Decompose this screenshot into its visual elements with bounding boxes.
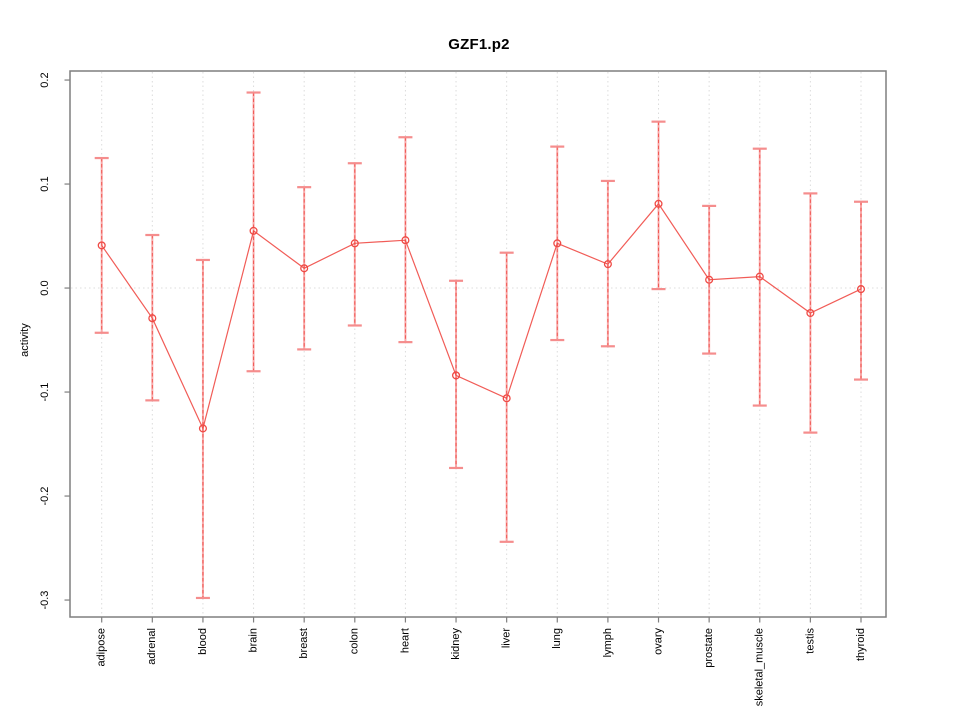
x-tick-label: prostate	[703, 628, 715, 668]
x-tick-label: breast	[298, 628, 310, 659]
x-tick-label: lymph	[602, 628, 614, 657]
x-tick-label: brain	[247, 628, 259, 652]
data-point-skeletal_muscle	[755, 272, 764, 281]
chart-title: GZF1.p2	[448, 36, 510, 53]
data-point-colon	[350, 239, 359, 248]
x-tick-label: adrenal	[146, 628, 158, 665]
x-tick-label: colon	[349, 628, 361, 654]
data-point-brain	[249, 226, 258, 235]
x-tick-label: lung	[551, 628, 563, 649]
series-line	[101, 202, 862, 431]
data-point-heart	[401, 236, 410, 245]
x-tick-label: kidney	[450, 628, 462, 660]
data-point-prostate	[705, 275, 714, 284]
y-tick-label: -0.1	[39, 383, 51, 402]
x-tick-label: ovary	[652, 628, 664, 655]
x-tick-label: testis	[804, 628, 816, 654]
x-tick-label: liver	[501, 628, 513, 649]
plot-border	[69, 70, 887, 618]
y-tick-label: 0.2	[39, 72, 51, 87]
x-tick-label: adipose	[96, 628, 108, 667]
data-point-testis	[806, 308, 815, 318]
data-point-adrenal	[148, 314, 157, 323]
data-point-lung	[553, 239, 562, 248]
data-point-blood	[198, 424, 207, 433]
x-tick-label: blood	[197, 628, 209, 655]
y-tick-label: 0.1	[39, 176, 51, 191]
data-point-thyroid	[856, 285, 866, 294]
data-point-breast	[300, 264, 309, 273]
y-tick-label: -0.2	[39, 487, 51, 506]
data-point-lymph	[603, 260, 612, 269]
data-point-adipose	[97, 241, 106, 250]
y-tick-label: 0.0	[39, 280, 51, 295]
data-point-ovary	[654, 199, 663, 208]
x-tick-label: heart	[399, 628, 411, 653]
data-point-liver	[502, 394, 511, 403]
x-tick-label: skeletal_muscle	[754, 628, 766, 706]
y-tick-label: -0.3	[39, 591, 51, 610]
x-tick-label: thyroid	[855, 628, 867, 661]
data-point-kidney	[451, 371, 461, 380]
